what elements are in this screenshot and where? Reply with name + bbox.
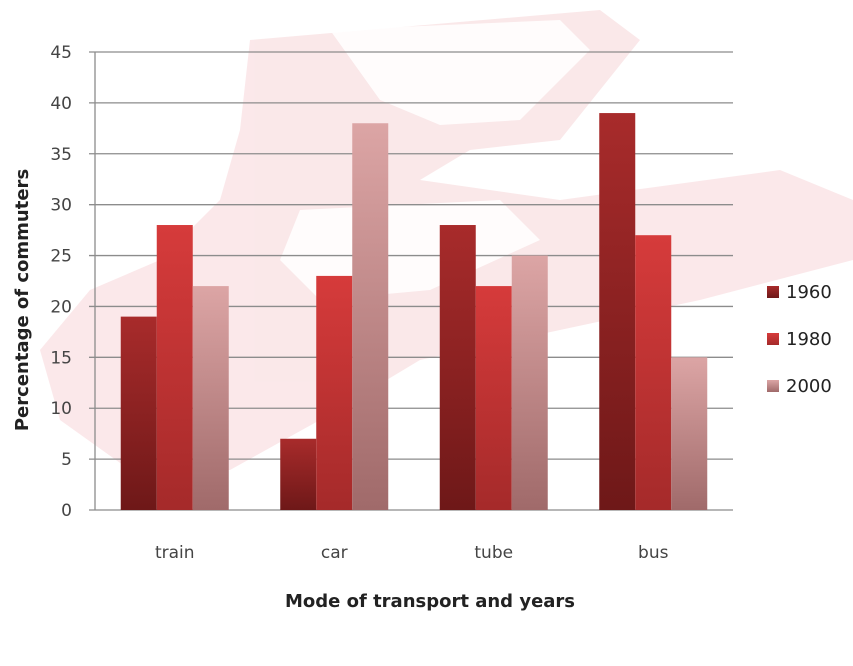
y-tick-label: 40 [50, 94, 72, 114]
x-axis-title: Mode of transport and years [285, 591, 575, 612]
y-tick-label: 20 [50, 297, 72, 317]
bar-2000-tube [511, 255, 548, 510]
x-axis-categories: train car tube bus [155, 543, 669, 563]
legend-swatch-1960 [767, 286, 779, 298]
y-tick-label: 30 [50, 196, 72, 216]
legend-swatch-2000 [767, 380, 779, 392]
bar-2000-bus [671, 357, 708, 510]
y-tick-label: 5 [61, 450, 72, 470]
bar-1960-tube [439, 225, 476, 510]
x-category-label: car [321, 543, 348, 563]
bar-2000-car [352, 123, 389, 510]
y-tick-label: 10 [50, 399, 72, 419]
x-category-label: tube [474, 543, 513, 563]
legend: 1960 1980 2000 [767, 282, 832, 397]
bar-1980-car [316, 275, 353, 510]
legend-label-1960: 1960 [786, 282, 832, 303]
bar-series [120, 113, 708, 511]
bar-1960-train [120, 316, 157, 510]
y-axis-title: Percentage of commuters [12, 169, 33, 431]
y-tick-label: 35 [50, 145, 72, 165]
y-tick-label: 0 [61, 501, 72, 521]
y-tick-label: 45 [50, 43, 72, 63]
legend-label-2000: 2000 [786, 376, 832, 397]
legend-label-1980: 1980 [786, 329, 832, 350]
y-tick-label: 15 [50, 348, 72, 368]
bar-1980-tube [475, 286, 512, 510]
x-category-label: bus [638, 543, 669, 563]
bar-2000-train [192, 286, 229, 510]
bar-1980-train [156, 225, 193, 510]
legend-swatch-1980 [767, 333, 779, 345]
bar-1960-bus [599, 113, 636, 511]
y-tick-label: 25 [50, 247, 72, 267]
bar-1960-car [280, 438, 317, 510]
y-axis-ticks: 0 5 10 15 20 25 30 35 40 45 [50, 43, 72, 521]
bar-1980-bus [635, 235, 672, 510]
x-category-label: train [155, 543, 195, 563]
